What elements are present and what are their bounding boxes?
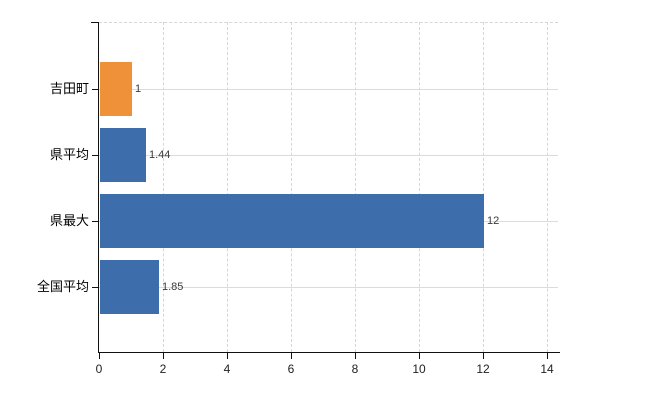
y-axis-tick [92,287,99,288]
bar-value-label: 1.85 [162,281,184,293]
y-axis-tick [92,89,99,90]
bar-value-label: 1.44 [149,149,171,161]
x-axis-tick [547,353,548,359]
x-axis-tick [163,353,164,359]
vertical-gridline [355,22,356,352]
x-axis-tick-label: 2 [159,362,167,376]
x-axis-tick-label: 12 [476,362,490,376]
vertical-gridline [483,22,484,352]
x-axis-tick-label: 8 [351,362,359,376]
vertical-gridline [163,22,164,352]
x-axis-tick [483,353,484,359]
bar-全国平均[interactable] [100,260,159,314]
x-axis-tick [355,353,356,359]
x-axis-tick [291,353,292,359]
horizontal-gridline [99,155,558,156]
bar-吉田町[interactable] [100,62,132,116]
vertical-gridline [547,22,548,352]
x-axis-tick-label: 14 [540,362,554,376]
x-axis-tick-label: 6 [287,362,295,376]
vertical-gridline [291,22,292,352]
category-label: 県平均 [49,147,89,162]
category-label: 県最大 [49,213,89,228]
bar-県最大[interactable] [100,194,484,248]
x-axis-tick-label: 0 [95,362,103,376]
category-label: 吉田町 [49,81,89,96]
y-axis-tick [92,155,99,156]
bar-value-label: 1 [135,83,142,95]
vertical-gridline [419,22,420,352]
x-axis-tick [99,353,100,359]
x-axis-tick-label: 4 [223,362,231,376]
bar-value-label: 12 [487,215,500,227]
horizontal-gridline [99,287,558,288]
vertical-gridline [227,22,228,352]
y-axis-endcap-tick [91,22,99,23]
y-axis-tick [92,221,99,222]
x-axis-tick [227,353,228,359]
horizontal-gridline [99,89,558,90]
x-axis-line [98,352,560,353]
plot-top-border [99,22,558,23]
x-axis-tick-label: 10 [412,362,426,376]
x-axis-tick [419,353,420,359]
bar-県平均[interactable] [100,128,146,182]
category-label: 全国平均 [36,279,89,294]
y-axis-line [98,22,99,353]
